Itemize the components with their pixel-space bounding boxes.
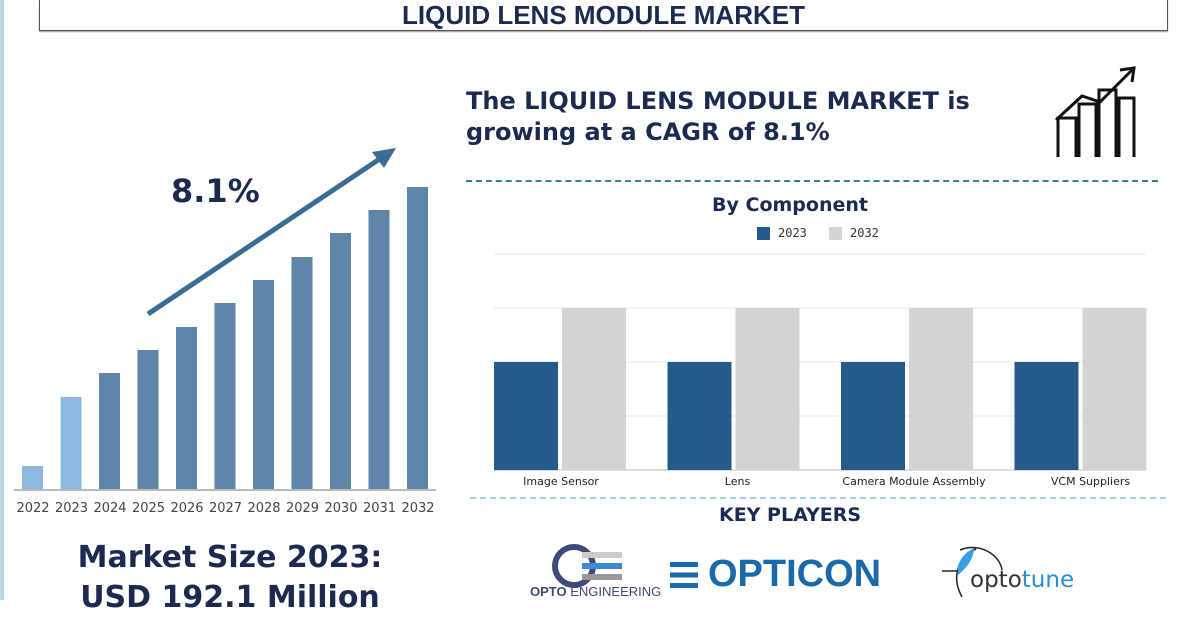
opticon-logo: OPTICON <box>670 553 881 596</box>
x-tick-label: 2029 <box>285 501 320 516</box>
category-label: Lens <box>724 475 751 488</box>
legend-2023: 2023 <box>757 226 807 240</box>
x-tick-label: 2024 <box>93 501 127 516</box>
bar-2032 <box>407 187 428 490</box>
legend-label: 2023 <box>778 226 807 240</box>
logo-text: OPTICON <box>708 553 882 595</box>
bar-2029 <box>291 257 313 490</box>
optotune-logo: optotune <box>940 545 1080 600</box>
bar-2024 <box>99 373 120 490</box>
opticon-mark-icon <box>670 561 698 588</box>
divider <box>466 180 1158 182</box>
category-label: Image Sensor <box>523 475 599 488</box>
x-tick-label: 2027 <box>208 501 243 516</box>
logo-text: opto <box>970 567 1022 593</box>
page-title: LIQUID LENS MODULE MARKET <box>402 0 805 30</box>
divider <box>470 497 1166 499</box>
market-size-line1: Market Size 2023: <box>77 540 383 575</box>
bar-2023 <box>841 362 905 470</box>
bar-2022 <box>22 466 43 490</box>
headline: The LIQUID LENS MODULE MARKET is growing… <box>466 86 970 148</box>
logo-text: OPTO <box>530 584 567 599</box>
x-tick-label: 2025 <box>131 501 166 516</box>
market-size-line2: USD 192.1 Million <box>80 580 380 615</box>
bar-2032 <box>562 308 626 470</box>
bar-2026 <box>176 327 197 490</box>
x-tick-label: 2023 <box>54 501 89 516</box>
bar-2032 <box>1082 308 1147 470</box>
bar-2023 <box>667 362 732 470</box>
bar-2027 <box>214 303 236 490</box>
bar-2028 <box>253 280 274 490</box>
market-size: Market Size 2023: USD 192.1 Million <box>0 538 460 618</box>
x-tick-label: 2022 <box>16 501 50 516</box>
bar-2023 <box>60 397 82 490</box>
title-box: LIQUID LENS MODULE MARKET <box>39 0 1168 31</box>
legend-label: 2032 <box>850 226 879 240</box>
component-chart-title: By Component <box>712 194 868 216</box>
bar-2023 <box>494 362 558 470</box>
x-tick-label: 2028 <box>247 501 281 516</box>
logo-text: ENGINEERING <box>566 584 662 599</box>
left-border <box>0 0 4 600</box>
x-tick-label: 2032 <box>401 501 435 516</box>
category-label: VCM Suppliers <box>1050 475 1131 488</box>
logo-text: tune <box>1021 567 1075 593</box>
category-label: Camera Module Assembly <box>842 475 986 488</box>
bar-2032 <box>735 308 800 470</box>
x-tick-label: 2031 <box>362 501 397 516</box>
chart-canvas <box>14 66 1147 491</box>
bar-2023 <box>1014 362 1079 470</box>
x-tick-label: 2026 <box>170 501 204 516</box>
headline-line2: growing at a CAGR of 8.1% <box>466 118 830 146</box>
bar-2025 <box>137 350 159 490</box>
legend-2032: 2032 <box>829 226 879 240</box>
bar-2030 <box>330 233 351 490</box>
x-tick-label: 2030 <box>324 501 358 516</box>
key-players-title: KEY PLAYERS <box>718 504 862 526</box>
bar-2032 <box>909 308 973 470</box>
bar-2031 <box>368 210 390 490</box>
headline-line1: The LIQUID LENS MODULE MARKET is <box>466 87 970 115</box>
growth-chart-icon <box>1054 66 1136 157</box>
opto-engineering-logo: OPTO ENGINEERING <box>528 540 661 600</box>
trend-arrow-icon <box>146 148 396 317</box>
cagr-annotation: 8.1% <box>171 172 260 210</box>
